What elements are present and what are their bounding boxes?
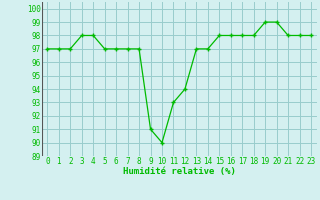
- X-axis label: Humidité relative (%): Humidité relative (%): [123, 167, 236, 176]
